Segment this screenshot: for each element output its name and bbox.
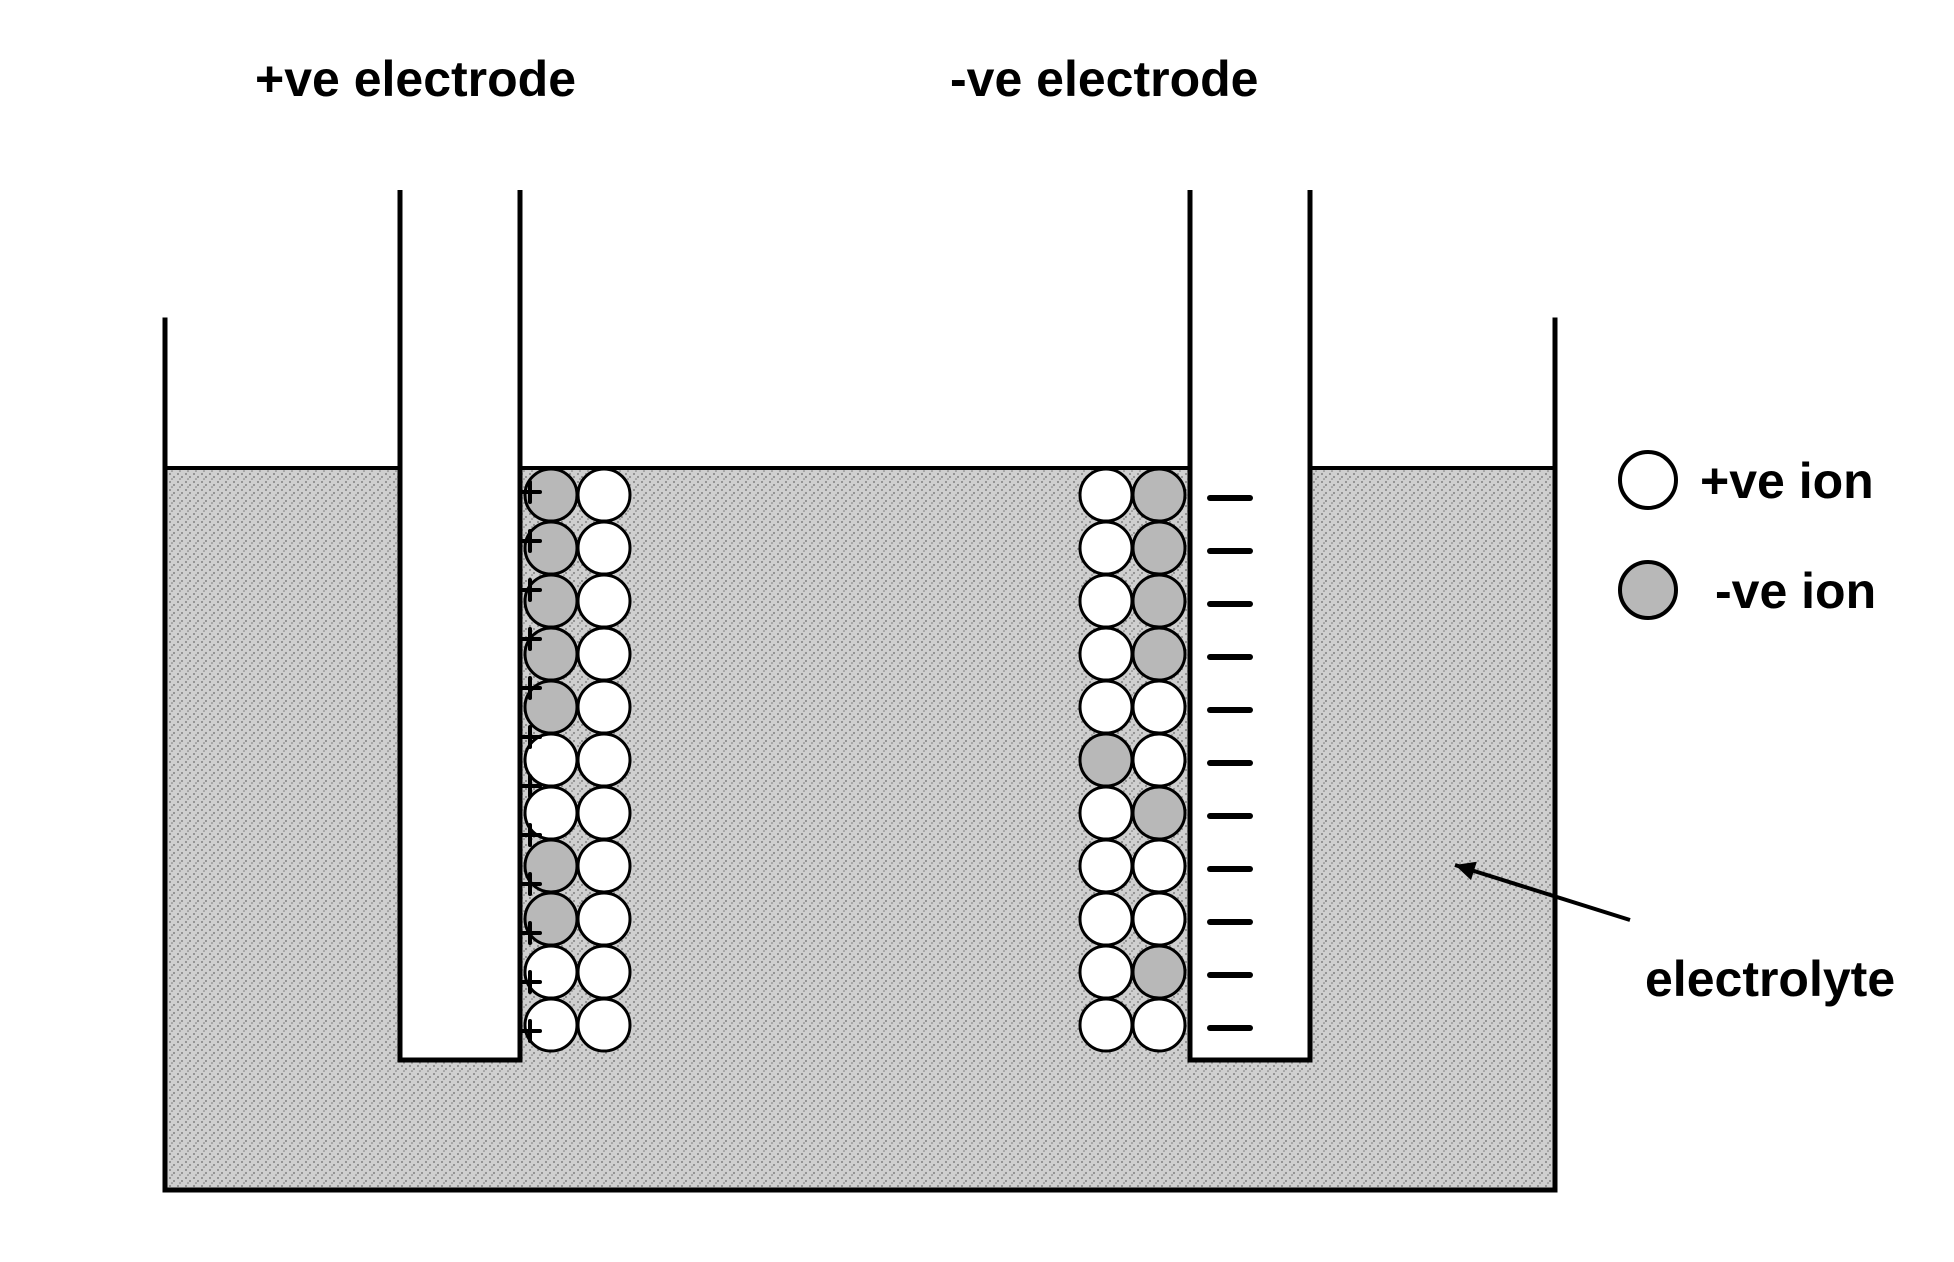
label-electrolyte: electrolyte: [1645, 950, 1895, 1008]
negative-electrode: [1190, 190, 1310, 1060]
neg-elec-outer-negative-ion: [1080, 734, 1132, 786]
pos-elec-outer-positive-ion: [578, 681, 630, 733]
label-positive-electrode: +ve electrode: [255, 50, 576, 108]
pos-elec-outer-positive-ion: [578, 946, 630, 998]
pos-elec-outer-positive-ion: [578, 999, 630, 1051]
pos-elec-inner-negative-ion: [525, 628, 577, 680]
neg-elec-inner-negative-ion: [1133, 469, 1185, 521]
pos-elec-inner-negative-ion: [525, 469, 577, 521]
legend-positive-ion-swatch: [1620, 452, 1676, 508]
neg-elec-inner-negative-ion: [1133, 522, 1185, 574]
neg-elec-outer-positive-ion: [1080, 522, 1132, 574]
pos-elec-outer-positive-ion: [578, 522, 630, 574]
neg-elec-inner-positive-ion: [1133, 999, 1185, 1051]
neg-elec-inner-positive-ion: [1133, 734, 1185, 786]
pos-elec-inner-negative-ion: [525, 522, 577, 574]
pos-elec-outer-positive-ion: [578, 734, 630, 786]
neg-elec-inner-negative-ion: [1133, 787, 1185, 839]
neg-elec-inner-positive-ion: [1133, 893, 1185, 945]
neg-elec-inner-negative-ion: [1133, 628, 1185, 680]
neg-elec-outer-positive-ion: [1080, 840, 1132, 892]
neg-elec-inner-positive-ion: [1133, 840, 1185, 892]
pos-elec-inner-negative-ion: [525, 575, 577, 627]
neg-elec-outer-positive-ion: [1080, 999, 1132, 1051]
pos-elec-inner-positive-ion: [525, 787, 577, 839]
neg-elec-inner-negative-ion: [1133, 575, 1185, 627]
pos-elec-outer-positive-ion: [578, 469, 630, 521]
pos-elec-outer-positive-ion: [578, 628, 630, 680]
label-negative-electrode: -ve electrode: [950, 50, 1258, 108]
label-positive-ion: +ve ion: [1700, 452, 1874, 510]
legend-negative-ion-swatch: [1620, 562, 1676, 618]
neg-elec-outer-positive-ion: [1080, 681, 1132, 733]
label-negative-ion: -ve ion: [1715, 562, 1876, 620]
electrolyte-fill: [165, 468, 1555, 1190]
pos-elec-outer-positive-ion: [578, 575, 630, 627]
neg-elec-inner-positive-ion: [1133, 681, 1185, 733]
pos-elec-inner-positive-ion: [525, 946, 577, 998]
neg-elec-outer-positive-ion: [1080, 628, 1132, 680]
neg-elec-outer-positive-ion: [1080, 946, 1132, 998]
pos-elec-outer-positive-ion: [578, 893, 630, 945]
neg-elec-outer-positive-ion: [1080, 575, 1132, 627]
pos-elec-outer-positive-ion: [578, 787, 630, 839]
pos-elec-inner-negative-ion: [525, 893, 577, 945]
positive-electrode: [400, 190, 520, 1060]
pos-elec-inner-positive-ion: [525, 999, 577, 1051]
pos-elec-outer-positive-ion: [578, 840, 630, 892]
pos-elec-inner-positive-ion: [525, 734, 577, 786]
neg-elec-outer-positive-ion: [1080, 787, 1132, 839]
neg-elec-outer-positive-ion: [1080, 469, 1132, 521]
neg-elec-outer-positive-ion: [1080, 893, 1132, 945]
neg-elec-inner-negative-ion: [1133, 946, 1185, 998]
